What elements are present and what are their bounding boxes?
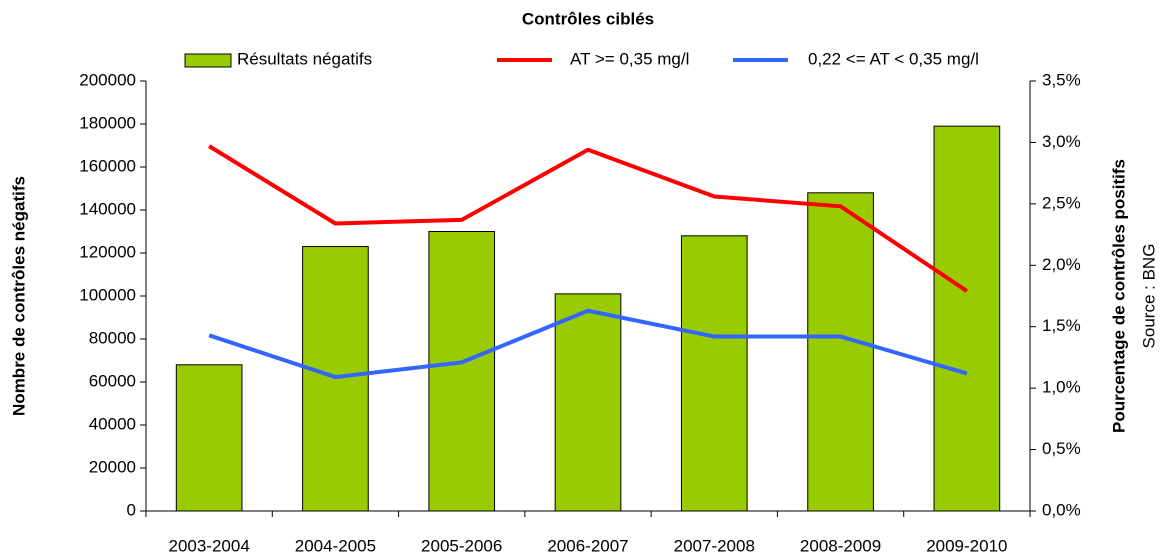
x-tick-label: 2004-2005: [295, 536, 376, 554]
y-tick-label: 180000: [79, 113, 136, 132]
y2-tick-label: 2,5%: [1042, 193, 1081, 212]
bar: [428, 231, 496, 512]
x-tick-label: 2006-2007: [547, 536, 628, 554]
x-tick-label: 2009-2010: [926, 536, 1007, 554]
legend-label: AT >= 0,35 mg/l: [570, 49, 689, 68]
y2-tick-label: 1,5%: [1042, 316, 1081, 335]
y-tick-label: 120000: [79, 242, 136, 261]
y2-tick-label: 0,0%: [1042, 500, 1081, 519]
legend-label: 0,22 <= AT < 0,35 mg/l: [808, 49, 979, 68]
bar: [680, 235, 748, 512]
line: [208, 144, 968, 293]
y2-tick-label: 0,5%: [1042, 439, 1081, 458]
x-tick-label: 2008-2009: [800, 536, 881, 554]
y-tick-label: 0: [127, 500, 136, 519]
y2-tick-label: 2,0%: [1042, 255, 1081, 274]
x-tick-label: 2007-2008: [674, 536, 755, 554]
x-tick-label: 2005-2006: [421, 536, 502, 554]
y2-axis-label: Pourcentage de contrôles positifs: [1109, 159, 1128, 433]
y-tick-label: 80000: [89, 328, 136, 347]
bar: [554, 293, 622, 512]
y2-tick-label: 1,0%: [1042, 378, 1081, 397]
y-axis-label: Nombre de contrôles négatifs: [9, 176, 28, 416]
bar: [175, 364, 243, 512]
x-tick-label: 2003-2004: [168, 536, 249, 554]
line: [208, 308, 968, 380]
bar: [933, 125, 1001, 512]
source: Source : BNG: [1139, 244, 1158, 349]
y-tick-label: 200000: [79, 70, 136, 89]
bar: [807, 192, 874, 512]
y-tick-label: 20000: [89, 457, 136, 476]
y-tick-label: 140000: [79, 199, 136, 218]
y-tick-label: 160000: [79, 156, 136, 175]
y-tick-label: 100000: [79, 285, 136, 304]
y-tick-label: 40000: [89, 414, 136, 433]
y2-tick-label: 3,5%: [1042, 70, 1081, 89]
legend-swatch: [184, 53, 232, 68]
y2-tick-label: 3,0%: [1042, 132, 1081, 151]
chart-title: Contrôles ciblés: [522, 9, 654, 28]
y-tick-label: 60000: [89, 371, 136, 390]
legend-label: Résultats négatifs: [237, 49, 372, 68]
